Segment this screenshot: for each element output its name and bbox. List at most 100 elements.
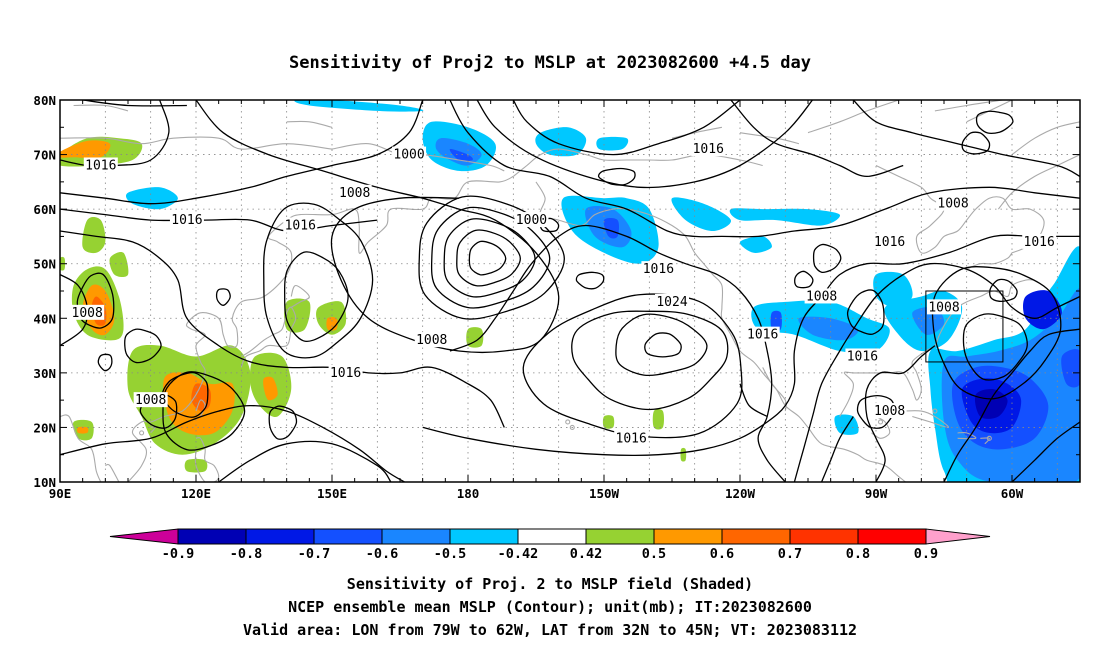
contour-label-3: 1016	[171, 213, 202, 228]
mslp-contour-closed-27	[215, 288, 231, 306]
colorbar-label-0: -0.9	[162, 546, 195, 562]
mslp-contour-open-15	[852, 100, 1080, 177]
contour-label-bg-5	[514, 212, 549, 228]
mslp-contour-closed-25	[961, 131, 991, 155]
coastline-6	[150, 426, 156, 434]
coastline-20	[997, 154, 1080, 210]
lat-label-6: 20N	[33, 420, 56, 435]
contour-label-15: 1008	[806, 289, 837, 304]
mslp-contour-closed-1	[456, 229, 521, 287]
contour-label-bg-13	[745, 326, 780, 342]
shade-pos-19	[109, 251, 129, 278]
island-2	[986, 435, 992, 441]
lon-label-2: 150E	[317, 486, 347, 501]
colorbar-swatch-2	[313, 528, 383, 545]
island-4	[565, 419, 571, 425]
mslp-contour-open-19	[1011, 421, 1080, 482]
contour-label-bg-16	[872, 233, 907, 249]
coastline-10	[762, 367, 787, 412]
contour-label-bg-12	[655, 293, 689, 309]
contour-label-20: 1016	[1024, 235, 1055, 250]
contour-label-bg-2	[337, 184, 372, 200]
lon-label-0: 90E	[49, 486, 72, 501]
colorbar-label-7: 0.5	[642, 546, 666, 562]
coastline-4	[290, 284, 310, 308]
contour-label-bg-19	[927, 299, 961, 315]
contour-label-0: 1016	[85, 158, 116, 173]
shade-pos-20	[466, 327, 484, 348]
contour-label-bg-9	[414, 332, 449, 348]
contour-label-4: 1016	[285, 219, 316, 234]
mslp-contour-closed-13	[139, 394, 178, 429]
contour-label-bg-15	[804, 288, 839, 304]
mslp-contour-open-14	[730, 100, 904, 178]
colorbar-label-6: 0.42	[570, 546, 603, 562]
contour-label-16: 1016	[874, 235, 905, 250]
mslp-contour-closed-16	[268, 405, 298, 440]
mslp-contour-closed-10	[263, 202, 374, 359]
mslp-contour-closed-4	[418, 195, 565, 320]
coastlines	[60, 100, 1080, 482]
contour-label-bg-7	[691, 141, 726, 157]
colorbar-swatch-7	[653, 528, 723, 545]
lon-label-6: 90W	[865, 486, 888, 501]
mslp-contour-closed-24	[575, 271, 605, 290]
contour-label-14: 1016	[616, 431, 647, 446]
lon-label-3: 180	[457, 486, 480, 501]
colorbar-swatch-1	[245, 528, 315, 545]
contour-label-10: 1016	[330, 366, 361, 381]
mslp-contour-open-4	[60, 230, 505, 428]
contour-label-8: 1008	[72, 306, 103, 321]
mslp-contour-open-20	[793, 262, 1080, 482]
mslp-contour-open-12	[422, 234, 1080, 457]
colorbar-low-arrow	[109, 528, 179, 545]
colorbar-swatch-5	[517, 528, 587, 545]
contour-label-bg-10	[328, 364, 363, 380]
colorbar-high-arrow	[925, 528, 991, 545]
mslp-contour-closed-0	[468, 240, 507, 276]
caption-line-2: NCEP ensemble mean MSLP (Contour); unit(…	[288, 598, 812, 616]
mslp-contour-closed-8	[522, 293, 743, 439]
contour-label-18: 1008	[937, 197, 968, 212]
coastline-15	[980, 437, 990, 445]
mslp-contour-closed-19	[812, 243, 842, 274]
mslp-contour-closed-9	[283, 251, 349, 342]
shade-neg-1	[294, 100, 424, 112]
shade-pos-12	[263, 376, 278, 401]
contour-label-7: 1016	[693, 142, 724, 157]
contour-label-11: 1008	[135, 393, 166, 408]
contour-labels: 1016 1000 1008 1016 1016 1000 1016 1016 1008 1008…	[70, 141, 1057, 446]
mslp-contour-open-1	[60, 100, 424, 205]
sensitivity-shading	[60, 100, 1080, 482]
contour-label-1: 1000	[393, 148, 424, 163]
lon-label-7: 60W	[1001, 486, 1024, 501]
coastline-14	[957, 431, 977, 440]
mslp-contour-open-16	[864, 345, 936, 482]
colorbar-swatch-9	[789, 528, 859, 545]
contour-label-bg-21	[872, 403, 907, 419]
coastline-13	[903, 410, 950, 429]
colorbar-label-5: -0.42	[498, 546, 539, 562]
mslp-contour-closed-30	[794, 270, 814, 289]
colorbar-label-3: -0.6	[366, 546, 399, 562]
shade-neg-25	[974, 388, 1008, 419]
contour-label-12: 1024	[656, 295, 687, 310]
mslp-contour-open-3	[60, 208, 378, 232]
map-area: 1016 1000 1008 1016 1016 1000 1016 1016 1008 1008…	[33, 93, 1081, 501]
coastline-23	[671, 126, 723, 139]
lat-label-3: 50N	[33, 257, 56, 272]
mslp-contour-open-17	[943, 328, 1080, 482]
shade-pos-2	[60, 140, 111, 159]
lat-label-4: 40N	[33, 311, 56, 326]
contour-label-bg-6	[641, 261, 676, 277]
lat-label-5: 30N	[33, 366, 56, 381]
contour-label-bg-11	[133, 392, 168, 408]
caption-line-1: Sensitivity of Proj. 2 to MSLP field (Sh…	[347, 575, 753, 593]
lat-label-2: 60N	[33, 202, 56, 217]
island-5	[139, 430, 145, 436]
lat-label-1: 70N	[33, 148, 56, 163]
coastline-17	[966, 252, 1013, 270]
mslp-contour-closed-17	[856, 394, 895, 429]
mslp-contour-closed-21	[931, 266, 1062, 400]
